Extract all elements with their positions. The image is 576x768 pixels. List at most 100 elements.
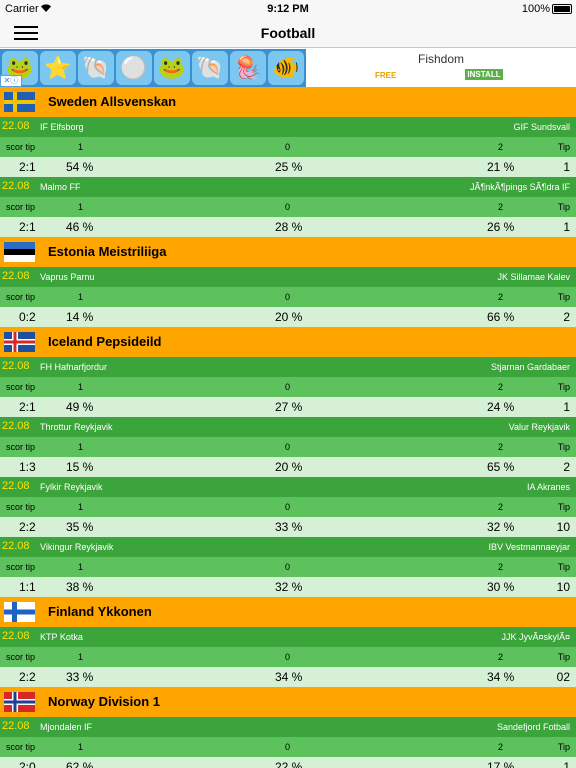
draw-percent: 34 % [275, 670, 303, 684]
away-team: IA Akranes [526, 482, 570, 492]
home-win-header: 1 [78, 442, 84, 452]
home-win-percent: 35 % [66, 520, 94, 534]
away-win-header: 2 [498, 502, 504, 512]
home-win-percent: 14 % [66, 310, 94, 324]
score-tip: 0:2 [19, 310, 36, 324]
tip-value: 1 [563, 220, 570, 234]
match-date: 22.08 [2, 630, 30, 642]
ad-install-button[interactable]: INSTALL [465, 69, 503, 80]
tip-value: 1 [563, 400, 570, 414]
draw-percent: 33 % [275, 520, 303, 534]
score-tip: 2:1 [19, 400, 36, 414]
draw-percent: 27 % [275, 400, 303, 414]
league-header[interactable]: Norway Division 1 [0, 687, 576, 717]
league-header[interactable]: Iceland Pepsideild [0, 327, 576, 357]
league-name: Estonia Meistriliiga [48, 244, 167, 259]
column-header-row: scor tip 1 0 2 Tip [0, 497, 576, 517]
away-win-percent: 24 % [487, 400, 515, 414]
draw-header: 0 [285, 742, 291, 752]
match-row[interactable]: 22.08 Mjondalen IF Sandefjord Fotball [0, 717, 576, 737]
home-win-percent: 38 % [66, 580, 94, 594]
league-name: Finland Ykkonen [48, 604, 152, 619]
match-date: 22.08 [2, 420, 30, 432]
home-team: Mjondalen IF [40, 722, 93, 732]
away-team: Valur Reykjavik [508, 422, 570, 432]
home-win-header: 1 [78, 652, 84, 662]
away-win-percent: 21 % [487, 160, 515, 174]
away-team: JK Sillamae Kalev [497, 272, 570, 282]
column-header-row: scor tip 1 0 2 Tip [0, 647, 576, 667]
score-tip: 2:0 [19, 760, 36, 768]
shell-icon: 🐚 [78, 51, 114, 85]
match-row[interactable]: 22.08 Vikingur Reykjavik IBV Vestmannaeyja… [0, 537, 576, 557]
clock: 9:12 PM [267, 3, 309, 15]
column-header-row: scor tip 1 0 2 Tip [0, 377, 576, 397]
prediction-row: 1:3 15 % 20 % 65 % 2 [0, 457, 576, 477]
away-team: JJK JyvÃ¤skylÃ¤ [501, 632, 570, 642]
ad-image[interactable]: 🐸 ⭐ 🐚 ⚪ 🐸 🐚 🪼 🐠 ✕ⓘ [0, 49, 306, 87]
away-win-header: 2 [498, 652, 504, 662]
match-row[interactable]: 22.08 Malmo FF JÃ¶nkÃ¶pings SÃ¶dra IF [0, 177, 576, 197]
match-date: 22.08 [2, 270, 30, 282]
hamburger-menu-icon[interactable] [14, 24, 38, 42]
tip-value: 02 [556, 670, 570, 684]
match-row[interactable]: 22.08 Vaprus Parnu JK Sillamae Kalev [0, 267, 576, 287]
wifi-icon [41, 4, 51, 12]
draw-percent: 20 % [275, 460, 303, 474]
league-header[interactable]: Sweden Allsvenskan [0, 87, 576, 117]
league-header[interactable]: Estonia Meistriliiga [0, 237, 576, 267]
draw-percent: 20 % [275, 310, 303, 324]
score-tip: 2:1 [19, 160, 36, 174]
ad-info-icon[interactable]: ✕ⓘ [0, 75, 22, 87]
match-date: 22.08 [2, 720, 30, 732]
match-list: Sweden Allsvenskan 22.08 IF Elfsborg GIF Su… [0, 87, 576, 768]
home-win-header: 1 [78, 292, 84, 302]
tip-value: 2 [563, 460, 570, 474]
away-win-header: 2 [498, 382, 504, 392]
draw-header: 0 [285, 382, 291, 392]
draw-percent: 32 % [275, 580, 303, 594]
tip-header: Tip [557, 502, 570, 512]
jellyfish-icon: 🪼 [230, 51, 266, 85]
match-row[interactable]: 22.08 Fylkir Reykjavik IA Akranes [0, 477, 576, 497]
draw-percent: 28 % [275, 220, 303, 234]
league-header[interactable]: Finland Ykkonen [0, 597, 576, 627]
home-team: KTP Kotka [40, 632, 83, 642]
score-tip-header: scor tip [6, 562, 36, 572]
match-date: 22.08 [2, 540, 30, 552]
home-win-percent: 46 % [66, 220, 94, 234]
home-win-percent: 15 % [66, 460, 94, 474]
prediction-row: 2:2 35 % 33 % 32 % 10 [0, 517, 576, 537]
score-tip-header: scor tip [6, 202, 36, 212]
pearl-icon: ⚪ [116, 51, 152, 85]
battery-icon [552, 4, 572, 14]
away-win-header: 2 [498, 142, 504, 152]
prediction-row: 2:0 62 % 22 % 17 % 1 [0, 757, 576, 768]
match-row[interactable]: 22.08 IF Elfsborg GIF Sundsvall [0, 117, 576, 137]
column-header-row: scor tip 1 0 2 Tip [0, 437, 576, 457]
prediction-row: 2:1 54 % 25 % 21 % 1 [0, 157, 576, 177]
draw-percent: 22 % [275, 760, 303, 768]
ad-banner[interactable]: 🐸 ⭐ 🐚 ⚪ 🐸 🐚 🪼 🐠 ✕ⓘ Fishdom FREE INSTALL [0, 49, 576, 87]
tip-header: Tip [557, 562, 570, 572]
home-team: FH Hafnarfjordur [40, 362, 108, 372]
score-tip: 2:2 [19, 520, 36, 534]
home-win-percent: 33 % [66, 670, 94, 684]
match-row[interactable]: 22.08 KTP Kotka JJK JyvÃ¤skylÃ¤ [0, 627, 576, 647]
match-row[interactable]: 22.08 FH Hafnarfjordur Stjarnan Gardabaer [0, 357, 576, 377]
home-team: Malmo FF [40, 182, 81, 192]
column-header-row: scor tip 1 0 2 Tip [0, 287, 576, 307]
match-row[interactable]: 22.08 Throttur Reykjavik Valur Reykjavik [0, 417, 576, 437]
tip-header: Tip [557, 142, 570, 152]
page-title: Football [260, 25, 316, 41]
starfish-icon: ⭐ [40, 51, 76, 85]
away-win-header: 2 [498, 292, 504, 302]
away-team: JÃ¶nkÃ¶pings SÃ¶dra IF [469, 182, 570, 192]
away-win-header: 2 [498, 202, 504, 212]
tip-value: 1 [563, 160, 570, 174]
battery-percent: 100% [521, 3, 550, 15]
league-name: Sweden Allsvenskan [48, 94, 177, 109]
score-tip-header: scor tip [6, 502, 36, 512]
prediction-row: 2:1 46 % 28 % 26 % 1 [0, 217, 576, 237]
home-win-header: 1 [78, 562, 84, 572]
